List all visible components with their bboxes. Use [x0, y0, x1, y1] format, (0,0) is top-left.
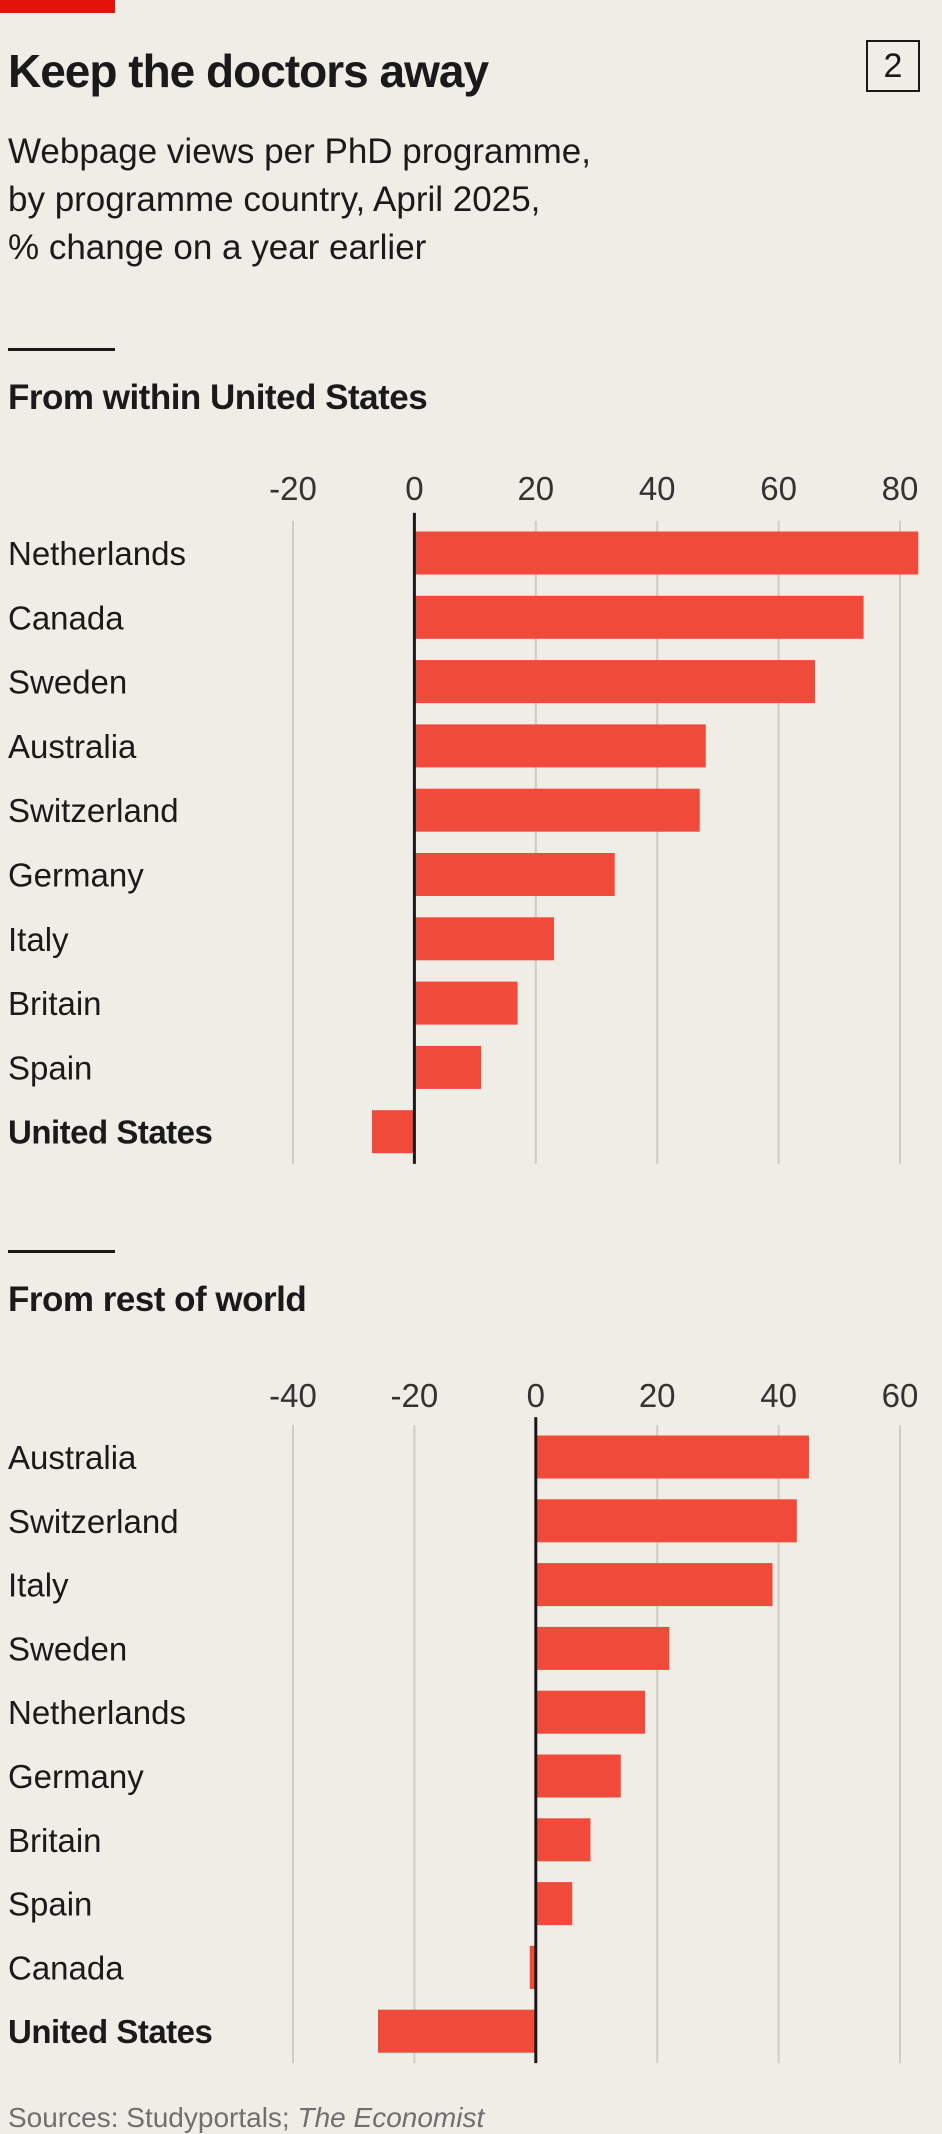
bar-switzerland — [535, 1499, 797, 1543]
category-label-switzerland: Switzerland — [8, 792, 179, 829]
category-label-united-states: United States — [8, 1114, 212, 1151]
chart-number-badge: 2 — [866, 40, 920, 92]
bar-sweden — [414, 660, 816, 704]
category-label-switzerland: Switzerland — [8, 1503, 179, 1540]
category-label-germany: Germany — [8, 1758, 144, 1795]
subtitle-line-1: Webpage views per PhD programme, — [8, 132, 591, 171]
category-label-australia: Australia — [8, 728, 137, 765]
bar-netherlands — [535, 1690, 646, 1734]
category-label-canada: Canada — [8, 599, 124, 636]
category-label-canada: Canada — [8, 1949, 124, 1986]
x-tick-label: 20 — [639, 1377, 676, 1414]
bar-spain — [535, 1882, 573, 1926]
category-label-spain: Spain — [8, 1886, 92, 1923]
source-publication: The Economist — [297, 2102, 485, 2133]
bar-italy — [535, 1563, 773, 1607]
category-label-sweden: Sweden — [8, 664, 127, 701]
x-tick-label: 20 — [517, 470, 554, 507]
x-tick-label: -40 — [269, 1377, 317, 1414]
chart-subtitle: Webpage views per PhD programme, by prog… — [8, 128, 808, 272]
x-tick-label: 80 — [882, 470, 919, 507]
bar-australia — [414, 724, 706, 768]
category-label-netherlands: Netherlands — [8, 1694, 186, 1731]
category-label-italy: Italy — [8, 921, 69, 958]
category-label-germany: Germany — [8, 857, 144, 894]
x-tick-label: 40 — [639, 470, 676, 507]
chart-title: Keep the doctors away — [8, 45, 489, 97]
bar-germany — [414, 853, 615, 896]
panel-2-rule — [8, 1250, 115, 1253]
subtitle-line-2: by programme country, April 2025, — [8, 180, 541, 219]
x-tick-label: 0 — [527, 1377, 545, 1414]
bar-canada — [529, 1945, 536, 1989]
source-note: Sources: Studyportals; The Economist — [8, 2102, 484, 2134]
bar-united-states — [377, 2009, 536, 2053]
x-tick-label: -20 — [391, 1377, 439, 1414]
bar-britain — [414, 981, 518, 1025]
brand-accent-bar — [0, 0, 115, 13]
category-label-australia: Australia — [8, 1439, 137, 1476]
category-label-united-states: United States — [8, 2013, 212, 2050]
bar-germany — [535, 1754, 621, 1798]
bar-switzerland — [414, 788, 700, 832]
x-tick-label: -20 — [269, 470, 317, 507]
x-tick-label: 60 — [882, 1377, 919, 1414]
category-label-italy: Italy — [8, 1567, 69, 1604]
bar-britain — [535, 1818, 591, 1862]
subtitle-line-3: % change on a year earlier — [8, 228, 427, 267]
bar-spain — [414, 1045, 482, 1089]
category-label-netherlands: Netherlands — [8, 535, 186, 572]
bar-netherlands — [414, 531, 919, 575]
chart-rest-of-world: -40 -20 0 20 40 60 Australia Switzerland Italy Sw… — [8, 1377, 919, 2064]
category-label-spain: Spain — [8, 1049, 92, 1086]
x-tick-label: 40 — [760, 1377, 797, 1414]
panel-1-title: From within United States — [8, 378, 428, 417]
panel-2-title: From rest of world — [8, 1280, 307, 1319]
category-label-sweden: Sweden — [8, 1630, 127, 1667]
bar-italy — [414, 917, 555, 961]
category-label-britain: Britain — [8, 985, 102, 1022]
bar-canada — [414, 595, 864, 639]
bar-united-states — [371, 1110, 415, 1154]
x-tick-label: 0 — [405, 470, 423, 507]
category-label-britain: Britain — [8, 1822, 102, 1859]
bar-sweden — [535, 1626, 670, 1670]
x-tick-label: 60 — [760, 470, 797, 507]
chart-within-us: -20 0 20 40 60 80 Netherlands Canada Sweden Austr… — [8, 470, 919, 1164]
bar-australia — [535, 1435, 809, 1479]
source-prefix: Sources: Studyportals; — [8, 2102, 298, 2133]
panel-1-rule — [8, 348, 115, 351]
